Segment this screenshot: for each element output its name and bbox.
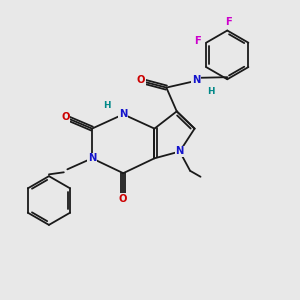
Text: O: O <box>61 112 70 122</box>
Text: H: H <box>207 87 215 96</box>
Text: O: O <box>137 75 145 85</box>
Text: N: N <box>119 109 128 119</box>
Text: N: N <box>88 153 96 163</box>
Text: O: O <box>119 194 128 204</box>
Text: N: N <box>176 146 184 157</box>
Text: F: F <box>194 36 201 46</box>
Text: F: F <box>225 16 232 27</box>
Text: N: N <box>192 75 200 85</box>
Text: H: H <box>103 101 111 110</box>
